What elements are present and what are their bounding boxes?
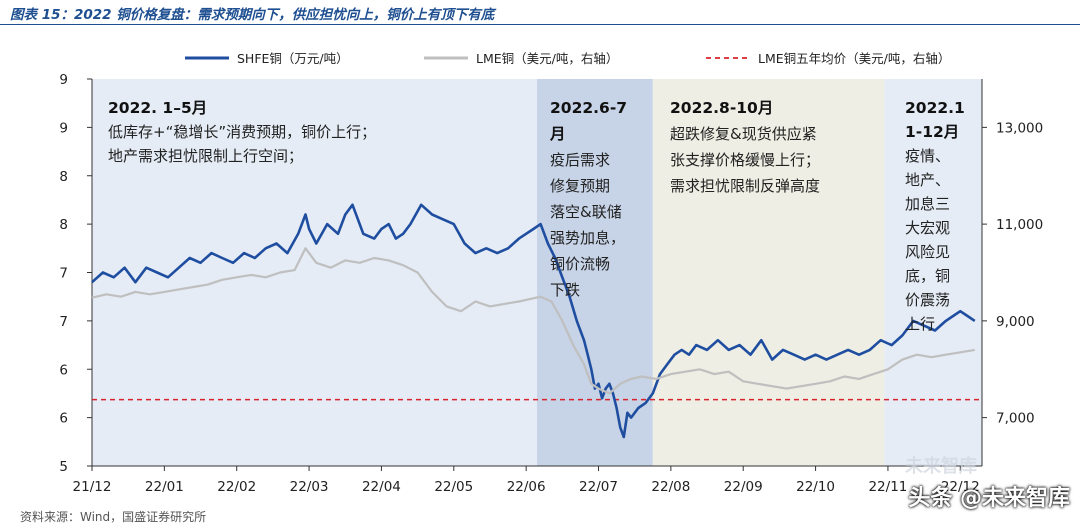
right-tick-label: 11,000 bbox=[996, 217, 1043, 233]
x-tick-label: 22/08 bbox=[651, 479, 690, 495]
x-tick-label: 22/07 bbox=[579, 479, 618, 495]
source-note: 资料来源：Wind，国盛证券研究所 bbox=[20, 510, 207, 524]
annotation-line-4: 大宏观 bbox=[905, 219, 950, 237]
left-tick-label: 8 bbox=[59, 217, 68, 233]
x-tick-label: 22/05 bbox=[434, 479, 473, 495]
annotation-line-1: 地产需求担忧限制上行空间； bbox=[108, 147, 303, 165]
annotation-line-2: 铜价流畅 bbox=[550, 255, 610, 273]
x-tick-label: 22/06 bbox=[507, 479, 546, 495]
left-tick-label: 6 bbox=[59, 411, 68, 427]
watermark: 头条 @未来智库 bbox=[908, 486, 1070, 511]
title-divider bbox=[0, 24, 1080, 25]
legend-label-3: LME铜五年均价（美元/吨，右轴） bbox=[758, 51, 950, 66]
left-tick-label: 7 bbox=[59, 266, 68, 282]
annotation-heading-3: 2022.8-10月 bbox=[670, 99, 773, 117]
annotation-line-2: 落空&联储 bbox=[550, 203, 622, 221]
right-tick-label: 13,000 bbox=[996, 120, 1043, 136]
shaded-region-3 bbox=[652, 79, 885, 466]
x-tick-label: 22/04 bbox=[362, 479, 401, 495]
annotation-heading-2: 月 bbox=[549, 125, 566, 143]
shaded-region-1 bbox=[92, 79, 537, 466]
annotation-line-2: 修复预期 bbox=[550, 177, 610, 195]
x-tick-label: 22/11 bbox=[868, 479, 907, 495]
x-tick-label: 22/10 bbox=[796, 479, 835, 495]
annotation-line-4: 疫情、 bbox=[905, 147, 950, 165]
annotation-line-4: 加息三 bbox=[905, 195, 950, 213]
annotation-heading-1: 2022. 1–5月 bbox=[108, 99, 207, 117]
left-tick-label: 9 bbox=[59, 120, 68, 136]
annotation-line-4: 上行 bbox=[905, 315, 935, 333]
shaded-region-2 bbox=[537, 79, 653, 466]
x-tick-label: 22/02 bbox=[217, 479, 256, 495]
annotation-line-4: 风险见 bbox=[905, 243, 950, 261]
annotation-line-3: 超跌修复&现货供应紧 bbox=[670, 125, 817, 143]
x-tick-label: 22/09 bbox=[724, 479, 763, 495]
x-tick-label: 21/12 bbox=[73, 479, 112, 495]
left-tick-label: 7 bbox=[59, 314, 68, 330]
axes bbox=[87, 78, 987, 471]
annotation-heading-4: 1-12月 bbox=[905, 123, 959, 141]
left-tick-label: 8 bbox=[59, 169, 68, 185]
right-tick-label: 7,000 bbox=[996, 411, 1035, 427]
series-lines bbox=[91, 203, 982, 439]
annotation-line-3: 张支撑价格缓慢上行； bbox=[670, 151, 820, 169]
legend-label-1: SHFE铜（万元/吨） bbox=[237, 51, 349, 66]
series-line-1 bbox=[91, 203, 976, 439]
chart-title: 图表 15：2022 铜价格复盘：需求预期向下，供应担忧向上，铜价上有顶下有底 bbox=[10, 7, 495, 23]
annotation-line-1: 低库存+“稳增长”消费预期，铜价上行； bbox=[108, 123, 376, 141]
left-tick-label: 5 bbox=[59, 459, 68, 475]
x-tick-label: 22/01 bbox=[145, 479, 184, 495]
annotation-line-2: 强势加息， bbox=[550, 229, 625, 247]
annotation-line-2: 下跌 bbox=[550, 281, 580, 299]
annotation-heading-4: 2022.1 bbox=[905, 99, 965, 117]
annotation-line-4: 地产、 bbox=[905, 171, 950, 189]
annotation-line-4: 底，铜 bbox=[905, 267, 950, 285]
shaded-regions bbox=[92, 79, 982, 466]
annotation-line-4: 价震荡 bbox=[905, 291, 950, 309]
annotation-line-3: 需求担忧限制反弹高度 bbox=[670, 177, 820, 195]
right-tick-label: 9,000 bbox=[996, 314, 1035, 330]
left-tick-label: 6 bbox=[59, 362, 68, 378]
tick-labels: 9 9 8 8 7 7 6 6 5 13,000 11,000 9,000 7,000 21/12 22/0… bbox=[59, 72, 1043, 495]
series-line-2 bbox=[91, 247, 975, 395]
x-tick-label: 22/12 bbox=[941, 479, 980, 495]
annotation-heading-2: 2022.6-7 bbox=[550, 99, 627, 117]
left-tick-label: 9 bbox=[59, 72, 68, 88]
legend-label-2: LME铜（美元/吨，右轴） bbox=[476, 51, 618, 66]
annotation-line-2: 疫后需求 bbox=[550, 151, 610, 169]
x-tick-label: 22/03 bbox=[290, 479, 329, 495]
watermark-faint: 未来智库 bbox=[905, 456, 977, 477]
legend: SHFE铜（万元/吨） LME铜（美元/吨，右轴） LME铜五年均价（美元/吨，右轴… bbox=[185, 51, 950, 66]
shaded-region-4 bbox=[884, 79, 982, 466]
